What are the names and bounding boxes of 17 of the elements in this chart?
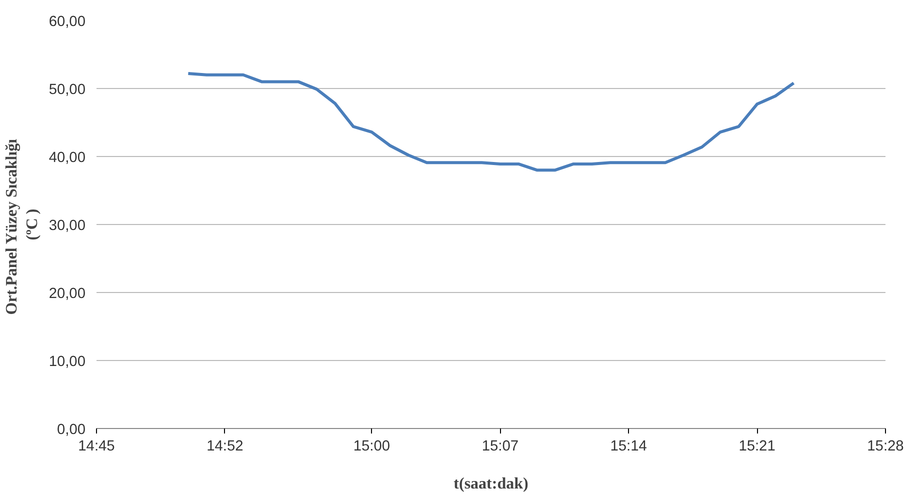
- y-axis-title: Ort.Panel Yüzey Sıcaklığı (ºC ): [3, 138, 41, 315]
- y-tick-label: 0,00: [56, 422, 86, 438]
- x-tick-label: 14:45: [78, 438, 115, 454]
- y-tick-label: 50,00: [48, 82, 86, 98]
- x-tick-label: 15:28: [867, 438, 904, 454]
- y-tick-label: 30,00: [48, 218, 86, 234]
- line-series: [186, 72, 796, 172]
- x-tick-label: 15:07: [482, 438, 519, 454]
- x-tick-label: 15:21: [738, 438, 776, 454]
- y-tick-label: 40,00: [48, 150, 86, 166]
- x-tick-label: 15:14: [610, 438, 647, 454]
- x-tick-label: 15:00: [353, 438, 390, 454]
- x-axis-title: t(saat:dak): [454, 476, 528, 492]
- y-tick-label: 20,00: [48, 286, 86, 302]
- x-tick-label: 14:52: [206, 438, 244, 454]
- y-tick-label: 10,00: [48, 354, 86, 370]
- y-tick-label: 60,00: [48, 14, 86, 30]
